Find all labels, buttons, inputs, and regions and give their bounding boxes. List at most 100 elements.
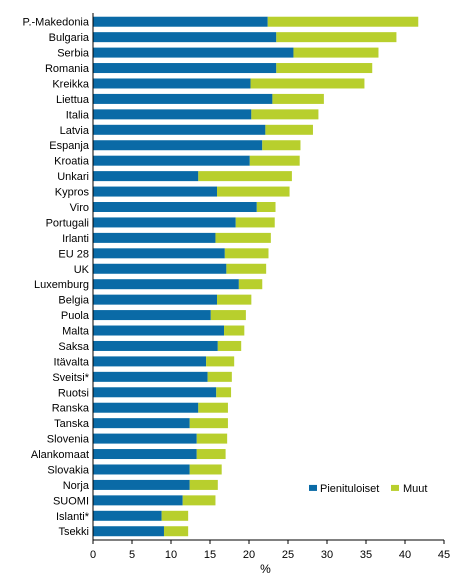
category-label-suomi: SUOMI [53, 495, 89, 507]
x-tick-label: 30 [321, 549, 333, 561]
bar-pienituloiset-italia [93, 109, 252, 120]
category-label-slovakia: Slovakia [47, 464, 89, 476]
x-tick-label: 25 [282, 549, 294, 561]
category-label-sveitsi: Sveitsi* [52, 372, 89, 384]
bar-pienituloiset-sveitsi [93, 371, 208, 382]
bar-pienituloiset-eu-28 [93, 248, 225, 259]
category-label-liettua: Liettua [56, 94, 90, 106]
bar-pienituloiset-tanska [93, 418, 190, 429]
bar-muut-alankomaat [196, 449, 226, 460]
x-tick-label: 5 [129, 549, 135, 561]
category-label-kreikka: Kreikka [52, 78, 90, 90]
category-labels: P.-Makedonia Bulgaria Serbia Romania Kreikka… [23, 17, 90, 539]
bar-muut-slovakia [189, 464, 222, 475]
category-label-uk: UK [74, 264, 90, 276]
bar-muut-puola [210, 310, 246, 321]
category-label-romania: Romania [45, 63, 90, 75]
bar-pienituloiset-slovakia [93, 464, 190, 475]
bar-muut-slovenia [196, 433, 228, 444]
x-axis-ticks: 0 5 10 15 20 25 30 35 40 45 [90, 539, 450, 561]
bar-pienituloiset-bulgaria [93, 32, 277, 43]
bar-muut-p-makedonia [267, 16, 419, 27]
category-label-saksa: Saksa [58, 341, 89, 353]
bar-pienituloiset-slovenia [93, 433, 197, 444]
bar-muut-uk [226, 263, 267, 274]
category-label-viro: Viro [70, 202, 89, 214]
category-label-it-valta: Itävalta [54, 356, 90, 368]
bar-muut-kreikka [250, 78, 365, 89]
category-label-slovenia: Slovenia [47, 434, 90, 446]
category-label-alankomaat: Alankomaat [31, 449, 89, 461]
category-label-norja: Norja [63, 480, 90, 492]
bar-pienituloiset-latvia [93, 124, 266, 135]
category-label-p-makedonia: P.-Makedonia [23, 17, 90, 29]
category-label-puola: Puola [61, 310, 90, 322]
category-label-ruotsi: Ruotsi [58, 387, 89, 399]
x-tick-label: 45 [438, 549, 450, 561]
bar-muut-unkari [198, 171, 292, 182]
bar-muut-belgia [217, 294, 252, 305]
bar-pienituloiset-tsekki [93, 526, 164, 537]
category-label-kypros: Kypros [55, 187, 90, 199]
category-label-espanja: Espanja [49, 140, 90, 152]
bar-muut-liettua [272, 93, 324, 104]
bar-muut-serbia [293, 47, 379, 58]
legend-label-muut: Muut [403, 483, 427, 495]
bar-muut-it-valta [206, 356, 235, 367]
category-label-belgia: Belgia [58, 295, 89, 307]
bar-muut-italia [251, 109, 319, 120]
category-label-serbia: Serbia [57, 48, 90, 60]
x-tick-label: 0 [90, 549, 96, 561]
bar-pienituloiset-unkari [93, 171, 199, 182]
bar-pienituloiset-malta [93, 325, 225, 336]
bar-muut-portugali [235, 217, 275, 228]
bar-muut-tsekki [163, 526, 189, 537]
bar-muut-irlanti [215, 232, 271, 243]
category-label-latvia: Latvia [60, 125, 90, 137]
bar-muut-ranska [198, 402, 228, 413]
bar-pienituloiset-belgia [93, 294, 218, 305]
bar-pienituloiset-kypros [93, 186, 218, 197]
bar-muut-bulgaria [276, 32, 397, 43]
category-label-irlanti: Irlanti [62, 233, 89, 245]
category-label-ranska: Ranska [52, 403, 90, 415]
bar-muut-sveitsi [207, 371, 232, 382]
bar-muut-tanska [189, 418, 228, 429]
category-label-italia: Italia [66, 109, 90, 121]
bar-muut-espanja [262, 140, 301, 151]
bar-pienituloiset-liettua [93, 93, 273, 104]
bar-muut-viro [256, 202, 276, 212]
bar-pienituloiset-saksa [93, 340, 218, 351]
bar-muut-kroatia [249, 155, 300, 166]
bar-pienituloiset-puola [93, 310, 211, 321]
category-label-tanska: Tanska [54, 418, 90, 430]
x-tick-label: 15 [204, 549, 216, 561]
category-label-malta: Malta [62, 326, 90, 338]
bar-muut-romania [276, 63, 373, 74]
x-tick-label: 40 [399, 549, 411, 561]
bar-pienituloiset-islanti [93, 510, 162, 521]
category-label-eu-28: EU 28 [58, 248, 89, 260]
x-tick-label: 10 [165, 549, 177, 561]
bar-muut-ruotsi [216, 387, 232, 398]
bar-pienituloiset-uk [93, 263, 227, 274]
x-tick-label: 35 [360, 549, 372, 561]
bar-pienituloiset-irlanti [93, 232, 216, 243]
category-label-portugali: Portugali [46, 217, 89, 229]
legend-label-pienituloiset: Pienituloiset [320, 483, 379, 495]
bar-muut-malta [224, 325, 245, 336]
bar-pienituloiset-suomi [93, 495, 183, 506]
category-label-tsekki: Tsekki [58, 526, 89, 538]
bar-pienituloiset-espanja [93, 140, 263, 151]
bar-pienituloiset-norja [93, 479, 190, 490]
bar-muut-latvia [265, 124, 313, 135]
bar-pienituloiset-ranska [93, 402, 199, 413]
bar-muut-suomi [182, 495, 216, 506]
category-label-kroatia: Kroatia [54, 156, 90, 168]
bar-muut-kypros [217, 186, 290, 197]
category-label-luxemburg: Luxemburg [34, 279, 89, 291]
bar-muut-saksa [217, 340, 242, 351]
bar-pienituloiset-it-valta [93, 356, 207, 367]
